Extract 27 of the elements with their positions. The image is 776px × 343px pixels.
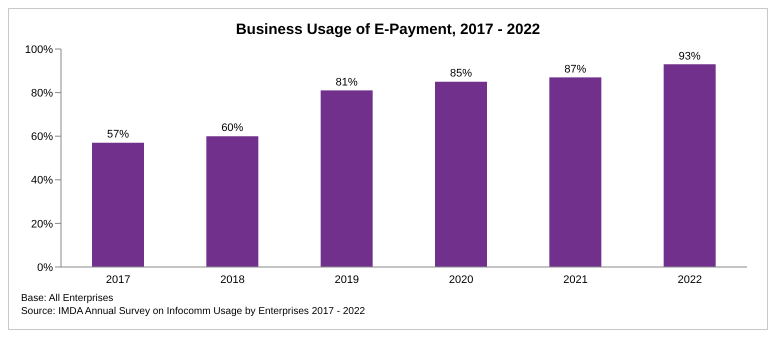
x-tick-label: 2019 [334, 274, 360, 286]
bar [664, 64, 716, 267]
data-label: 93% [678, 50, 701, 62]
text: Base: All Enterprises [21, 292, 114, 305]
y-tick-label: 40% [30, 174, 54, 187]
bar [435, 82, 487, 267]
source-note: Source: IMDA Annual Survey on Infocomm Usage by Enterprises 2017 - 2022 [21, 305, 366, 318]
y-tick-label: 0% [37, 262, 54, 274]
x-tick-label: 2021 [563, 274, 588, 286]
y-tick-label: 20% [30, 218, 54, 230]
x-tick-label: 2020 [448, 274, 474, 286]
data-label: 57% [106, 128, 130, 141]
bar [206, 136, 258, 267]
y-tick-label: 80% [30, 88, 54, 100]
bar [320, 90, 373, 267]
data-label: 60% [221, 122, 244, 134]
x-tick-label: 2022 [678, 274, 702, 286]
chart-title: Business Usage of E-Payment, 2017 - 2022 [234, 21, 542, 40]
x-tick-label: 2018 [220, 274, 245, 286]
data-label: 87% [564, 63, 587, 76]
data-label: 81% [336, 76, 358, 88]
y-tick-label: 100% [24, 44, 54, 56]
bar [549, 77, 602, 267]
x-tick-label: 2017 [106, 274, 130, 286]
bar [92, 142, 144, 267]
y-tick-label: 60% [30, 131, 54, 144]
data-label: 85% [450, 68, 472, 80]
